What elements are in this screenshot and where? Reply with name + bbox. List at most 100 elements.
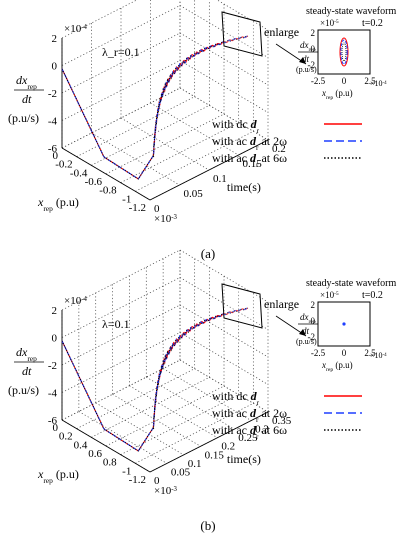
legend-label: with ac dr at 2ω — [212, 134, 287, 152]
grid-line — [179, 332, 269, 385]
inset-y-exponent: ×10-5 — [320, 18, 339, 28]
time-tick-label: 0.15 — [205, 449, 225, 461]
inset-x-tick: -2.5 — [311, 348, 326, 358]
x-tick-label: 0.8 — [103, 457, 117, 469]
y-exponent-label: ×10-4 — [64, 23, 87, 35]
inset-orbit-6w — [341, 42, 347, 62]
inset-box — [317, 29, 371, 75]
x-tick-label: -1.2 — [129, 474, 146, 486]
arrow-head — [299, 57, 306, 64]
y-tick-label: -2 — [48, 88, 57, 100]
grid-line — [91, 132, 180, 186]
enlarge-rect — [221, 283, 263, 329]
grid-line — [150, 102, 239, 156]
inset-y-label: dxrep — [300, 312, 316, 325]
inset-x-exponent: ×10-4 — [370, 351, 387, 360]
inset-y-label-den: dt — [302, 54, 310, 64]
x-tick-label: 0 — [53, 422, 59, 434]
time-axis-label: time(s) — [227, 452, 261, 466]
x-tick-label: -0.4 — [70, 167, 88, 179]
y-tick-label: -4 — [48, 388, 58, 400]
x-tick-label: -1 — [122, 193, 131, 205]
x-exponent-label: ×10-3 — [154, 213, 177, 225]
grid-line — [216, 0, 269, 31]
inset-t-label: t=0.2 — [362, 290, 383, 301]
grid-line — [61, 304, 181, 366]
y-exponent-label: ×10-4 — [64, 295, 87, 307]
grid-line — [179, 32, 269, 86]
x-tick-label: -0.6 — [85, 176, 103, 188]
y-tick-label: -2 — [48, 360, 57, 372]
panel-label: (b) — [200, 518, 215, 533]
enlarge-label: enlarge — [264, 297, 299, 311]
time-tick-label: 0.35 — [272, 415, 292, 427]
axis-line — [61, 419, 151, 473]
y-tick-label: 2 — [52, 305, 58, 317]
grid-line — [91, 377, 210, 438]
time-tick-label: 0 — [154, 203, 160, 215]
grid-line — [179, 5, 269, 58]
x-exponent-label: ×10-3 — [154, 485, 177, 497]
time-tick-label: 0.05 — [171, 466, 191, 478]
grid-line — [78, 411, 168, 464]
inset-x-label: xrep (p.u) — [321, 360, 353, 373]
y-tick-label: 2 — [52, 33, 58, 45]
grid-line — [179, 87, 269, 141]
x-tick-label: 0 — [53, 150, 59, 162]
time-tick-label: 0.05 — [184, 188, 204, 200]
grid-line — [179, 60, 269, 113]
y-axis-label: dxrep — [16, 73, 37, 91]
x-tick-label: 0.6 — [88, 448, 102, 460]
inset-x-tick: 2.5 — [364, 348, 376, 358]
grid-line — [179, 277, 269, 330]
grid-line — [179, 304, 269, 358]
grid-line — [120, 117, 210, 171]
chart-panel: 20-2-4-600.20.40.60.8-1-1.2 00.050.10.150… — [8, 249, 396, 533]
inset-y-tick: -2 — [308, 60, 316, 70]
inset-y-tick: 0 — [311, 44, 316, 54]
y-tick-label: 0 — [52, 333, 58, 345]
inset-y-tick: 2 — [311, 28, 316, 38]
x-tick-label: 0.2 — [59, 431, 73, 443]
enlarge-rect — [221, 11, 263, 57]
inset-y-label: dxrep — [300, 40, 316, 53]
grid-line — [146, 376, 235, 430]
legend-label: with dc dr — [212, 117, 260, 135]
series-line — [61, 35, 248, 180]
inset-y-tick: 0 — [311, 316, 316, 326]
inset-title: steady-state waveform — [306, 278, 396, 289]
grid-line — [112, 393, 201, 447]
y-axis-label-den: dt — [22, 364, 32, 378]
time-tick-label: 0.3 — [255, 424, 269, 436]
inset-y-unit: (p.u/s) — [296, 65, 317, 74]
y-axis-unit: (p.u/s) — [8, 111, 39, 125]
inset-y-label-den: dt — [302, 326, 310, 336]
grid-line — [61, 359, 181, 421]
inset-y-unit: (p.u/s) — [296, 337, 317, 346]
inset-x-tick: 2.5 — [364, 76, 376, 86]
y-tick-label: 0 — [52, 61, 58, 73]
enlarge-label: enlarge — [264, 25, 299, 39]
grid-line — [179, 249, 269, 303]
legend-label: with ac dr at 2ω — [212, 406, 287, 424]
grid-line — [179, 359, 269, 413]
time-tick-label: 0.1 — [213, 173, 227, 185]
axis-line — [149, 139, 269, 201]
time-tick-label: 0.15 — [243, 158, 263, 170]
grid-line — [61, 332, 181, 393]
grid-line — [129, 385, 218, 439]
inset-y-exponent: ×10-5 — [320, 290, 339, 300]
inset-x-exponent: ×10-4 — [370, 79, 387, 88]
x-tick-label: -1 — [122, 465, 131, 477]
grid-line — [76, 368, 195, 429]
x-tick-label: -1.2 — [129, 202, 146, 214]
legend-label: with ac dr at 6ω — [212, 423, 287, 441]
grid-line — [95, 402, 184, 456]
y-tick-label: -6 — [48, 143, 58, 155]
x-axis-label: xrep (p.u) — [37, 195, 79, 213]
inset-point — [342, 322, 346, 326]
x-tick-label: -0.8 — [99, 185, 117, 197]
y-axis-label: dxrep — [16, 345, 37, 363]
arrow-head — [299, 329, 306, 336]
